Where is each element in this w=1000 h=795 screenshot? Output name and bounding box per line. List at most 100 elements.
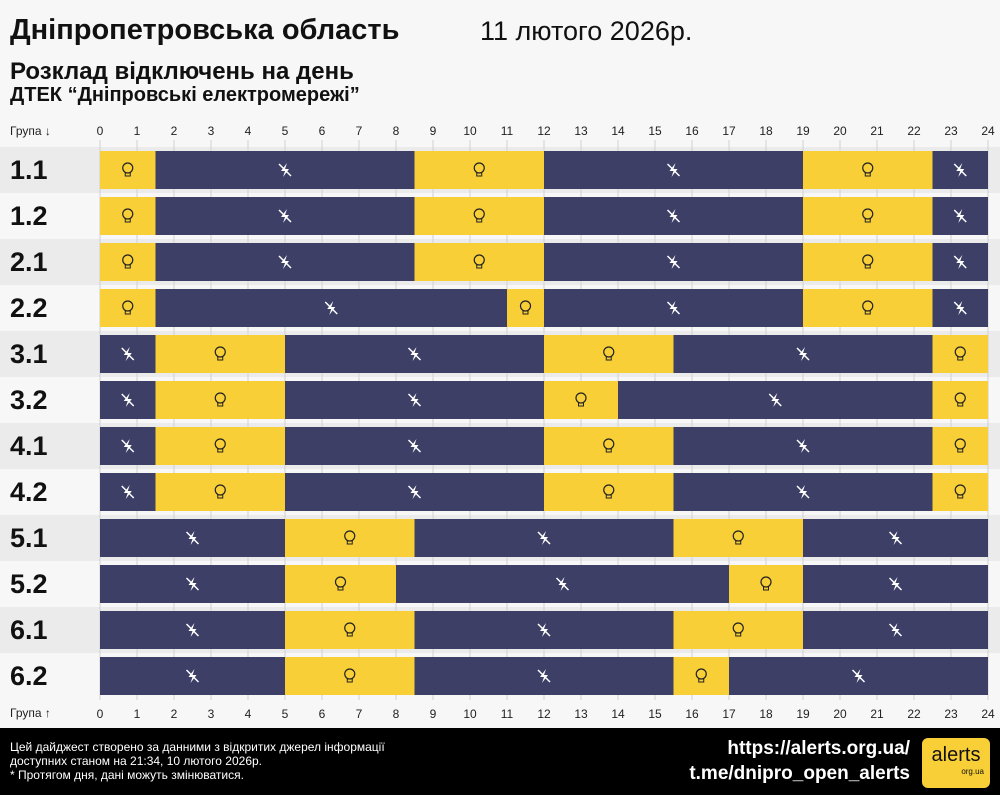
top-tick-label: 18 xyxy=(759,124,773,138)
bottom-tick-label: 21 xyxy=(870,707,884,721)
site-link[interactable]: https://alerts.org.ua/ xyxy=(727,738,910,759)
top-tick-label: 3 xyxy=(207,124,215,138)
bottom-tick-label: 16 xyxy=(685,707,699,721)
power-off-slash xyxy=(888,577,903,591)
top-tick-label: 17 xyxy=(722,124,736,138)
power-on-segment xyxy=(100,197,156,235)
power-on-segment xyxy=(285,657,415,695)
top-axis-label: Група ↓ xyxy=(10,124,51,138)
power-off-slash xyxy=(666,301,681,315)
lightbulb-base xyxy=(522,310,529,315)
bottom-tick-label: 12 xyxy=(537,707,551,721)
power-on-segment xyxy=(932,473,988,511)
telegram-link[interactable]: t.me/dnipro_open_alerts xyxy=(689,763,910,784)
lightbulb-base xyxy=(864,310,871,315)
lightbulb-base xyxy=(735,632,742,637)
power-on-segment xyxy=(544,473,674,511)
lightbulb-base xyxy=(476,172,483,177)
lightbulb-base xyxy=(476,264,483,269)
power-on-segment xyxy=(932,427,988,465)
lightbulb-base xyxy=(957,494,964,499)
power-off-slash xyxy=(324,301,338,315)
power-on-segment xyxy=(803,243,933,281)
lightbulb-base xyxy=(864,264,871,269)
power-off-slash xyxy=(278,209,292,223)
power-off-slash xyxy=(407,347,422,361)
power-off-slash xyxy=(888,531,903,545)
lightbulb-base xyxy=(957,356,964,361)
power-on-segment xyxy=(544,381,618,419)
power-on-segment xyxy=(544,427,674,465)
power-on-segment xyxy=(932,335,988,373)
lightbulb-base xyxy=(346,678,353,683)
power-off-slash xyxy=(537,531,551,545)
power-off-slash xyxy=(121,439,135,453)
lightbulb-base xyxy=(605,448,612,453)
top-tick-label: 20 xyxy=(833,124,847,138)
top-tick-label: 0 xyxy=(96,124,104,138)
bottom-tick-label: 24 xyxy=(981,707,995,721)
power-off-slash xyxy=(953,209,967,223)
group-label: 1.2 xyxy=(10,201,48,231)
top-tick-label: 8 xyxy=(392,124,400,138)
lightbulb-base xyxy=(217,448,224,453)
lightbulb-base xyxy=(217,494,224,499)
power-on-segment xyxy=(673,611,803,649)
lightbulb-base xyxy=(346,540,353,545)
bottom-axis-label: Група ↑ xyxy=(10,706,51,720)
group-label: 6.2 xyxy=(10,661,48,691)
bottom-tick-label: 6 xyxy=(318,707,326,721)
power-off-slash xyxy=(121,347,135,361)
top-tick-label: 6 xyxy=(318,124,326,138)
power-off-slash xyxy=(888,623,903,637)
power-on-segment xyxy=(729,565,803,603)
power-off-slash xyxy=(851,669,866,683)
power-on-segment xyxy=(155,381,285,419)
power-on-segment xyxy=(100,289,156,327)
lightbulb-base xyxy=(337,586,344,591)
lightbulb-base xyxy=(578,402,584,407)
power-on-segment xyxy=(544,335,674,373)
top-tick-label: 10 xyxy=(463,124,477,138)
bottom-tick-label: 0 xyxy=(96,707,104,721)
top-tick-label: 24 xyxy=(981,124,995,138)
top-tick-label: 15 xyxy=(648,124,662,138)
top-tick-label: 4 xyxy=(244,124,252,138)
top-tick-label: 5 xyxy=(281,124,289,138)
top-tick-label: 9 xyxy=(429,124,437,138)
bottom-tick-label: 15 xyxy=(648,707,662,721)
power-off-slash xyxy=(666,255,681,269)
power-off-slash xyxy=(407,393,422,407)
top-tick-label: 1 xyxy=(133,124,141,138)
provider-name: ДТЕК “Дніпровські електромережі” xyxy=(10,84,360,106)
lightbulb-base xyxy=(124,172,131,177)
group-label: 2.2 xyxy=(10,293,48,323)
top-tick-label: 12 xyxy=(537,124,551,138)
power-off-slash xyxy=(953,301,967,315)
bottom-tick-label: 19 xyxy=(796,707,810,721)
power-on-segment xyxy=(414,151,544,189)
top-tick-label: 13 xyxy=(574,124,588,138)
group-label: 5.1 xyxy=(10,523,48,553)
top-tick-label: 16 xyxy=(685,124,699,138)
lightbulb-base xyxy=(763,586,769,591)
bottom-tick-label: 3 xyxy=(207,707,215,721)
power-on-segment xyxy=(673,519,803,557)
lightbulb-base xyxy=(476,218,483,223)
power-off-slash xyxy=(121,393,135,407)
power-on-segment xyxy=(285,611,415,649)
lightbulb-base xyxy=(735,540,742,545)
power-on-segment xyxy=(414,197,544,235)
lightbulb-base xyxy=(957,402,964,407)
bottom-tick-label: 14 xyxy=(611,707,625,721)
power-off-slash xyxy=(185,531,200,545)
power-on-segment xyxy=(803,197,933,235)
power-on-segment xyxy=(100,151,156,189)
power-off-slash xyxy=(666,209,681,223)
top-tick-label: 7 xyxy=(355,124,363,138)
lightbulb-base xyxy=(124,310,131,315)
bottom-tick-label: 13 xyxy=(574,707,588,721)
bottom-tick-label: 5 xyxy=(281,707,289,721)
top-tick-label: 23 xyxy=(944,124,958,138)
